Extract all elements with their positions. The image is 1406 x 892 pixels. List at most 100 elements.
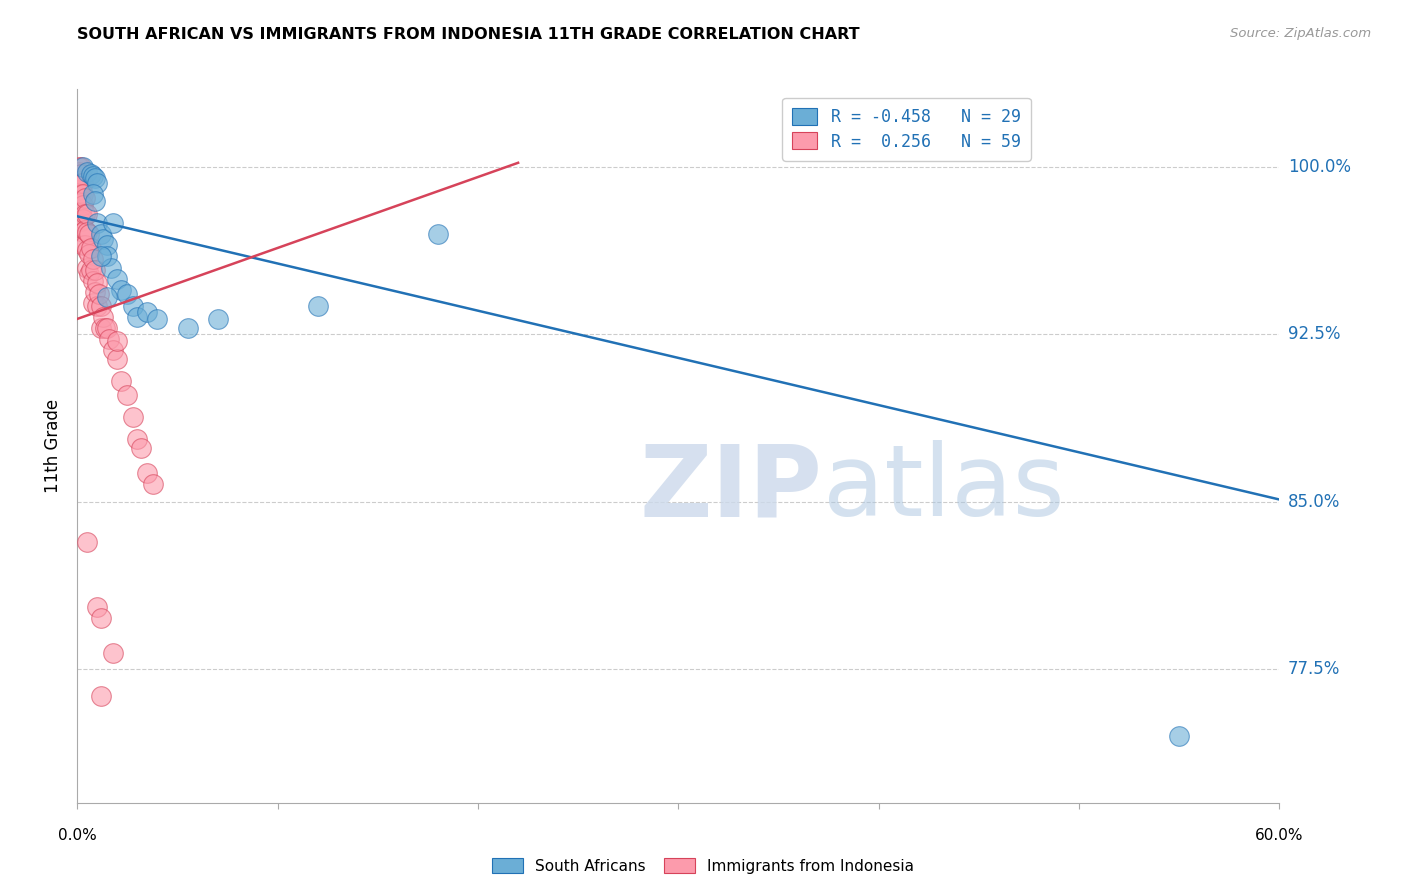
- Point: [79, 247, 101, 261]
- Text: 100.0%: 100.0%: [1288, 158, 1351, 177]
- Point: [76, 534, 98, 549]
- Point: [70, 186, 93, 201]
- Point: [90, 227, 112, 241]
- Point: [82, 252, 104, 266]
- Point: [90, 298, 112, 312]
- Point: [427, 227, 450, 241]
- Point: [75, 222, 97, 236]
- Text: 85.0%: 85.0%: [1288, 492, 1340, 511]
- Point: [107, 351, 129, 366]
- Point: [100, 260, 122, 275]
- Point: [70, 167, 93, 181]
- Text: 60.0%: 60.0%: [1256, 828, 1303, 843]
- Point: [75, 238, 97, 252]
- Point: [72, 238, 94, 252]
- Point: [76, 260, 98, 275]
- Point: [70, 204, 93, 219]
- Point: [72, 211, 94, 226]
- Point: [80, 167, 103, 181]
- Point: [176, 320, 198, 334]
- Point: [103, 216, 125, 230]
- Point: [86, 276, 108, 290]
- Point: [75, 191, 97, 205]
- Point: [86, 176, 108, 190]
- Point: [107, 334, 129, 348]
- Point: [90, 610, 112, 624]
- Point: [103, 646, 125, 660]
- Point: [76, 207, 98, 221]
- Text: 0.0%: 0.0%: [58, 828, 97, 843]
- Point: [84, 171, 107, 186]
- Point: [96, 238, 118, 252]
- Point: [96, 320, 118, 334]
- Point: [86, 216, 108, 230]
- Point: [1168, 729, 1191, 743]
- Point: [79, 267, 101, 281]
- Point: [98, 332, 121, 346]
- Point: [70, 176, 93, 190]
- Point: [110, 374, 132, 388]
- Point: [90, 689, 112, 703]
- Point: [86, 599, 108, 614]
- Point: [70, 160, 93, 174]
- Point: [307, 298, 329, 312]
- Point: [72, 176, 94, 190]
- Point: [70, 213, 93, 227]
- Point: [82, 169, 104, 183]
- Point: [72, 186, 94, 201]
- Point: [136, 305, 159, 319]
- Point: [127, 310, 149, 324]
- Point: [76, 164, 98, 178]
- Point: [72, 160, 94, 174]
- Point: [93, 310, 115, 324]
- Point: [103, 343, 125, 357]
- Point: [82, 296, 104, 310]
- Text: Source: ZipAtlas.com: Source: ZipAtlas.com: [1230, 27, 1371, 40]
- Point: [67, 173, 90, 187]
- Point: [122, 409, 145, 424]
- Point: [89, 287, 111, 301]
- Point: [84, 262, 107, 277]
- Point: [67, 160, 90, 174]
- Point: [93, 231, 115, 245]
- Point: [96, 249, 118, 263]
- Point: [122, 298, 145, 312]
- Point: [94, 320, 117, 334]
- Point: [70, 195, 93, 210]
- Point: [90, 249, 112, 263]
- Point: [76, 225, 98, 239]
- Point: [117, 387, 139, 401]
- Point: [79, 227, 101, 241]
- Point: [84, 194, 107, 208]
- Point: [90, 320, 112, 334]
- Point: [110, 283, 132, 297]
- Point: [86, 298, 108, 312]
- Legend: R = -0.458   N = 29, R =  0.256   N = 59: R = -0.458 N = 29, R = 0.256 N = 59: [782, 97, 1031, 161]
- Text: 92.5%: 92.5%: [1288, 326, 1340, 343]
- Point: [127, 432, 149, 446]
- Y-axis label: 11th Grade: 11th Grade: [44, 399, 62, 493]
- Point: [207, 311, 229, 326]
- Text: ZIP: ZIP: [640, 441, 823, 537]
- Point: [136, 466, 159, 480]
- Point: [82, 186, 104, 201]
- Point: [72, 198, 94, 212]
- Text: atlas: atlas: [823, 441, 1064, 537]
- Point: [82, 274, 104, 288]
- Point: [96, 289, 118, 303]
- Point: [84, 285, 107, 299]
- Point: [142, 476, 165, 491]
- Legend: South Africans, Immigrants from Indonesia: South Africans, Immigrants from Indonesi…: [486, 852, 920, 880]
- Point: [75, 207, 97, 221]
- Point: [131, 441, 153, 455]
- Text: 77.5%: 77.5%: [1288, 660, 1340, 678]
- Point: [76, 243, 98, 257]
- Point: [72, 225, 94, 239]
- Point: [107, 271, 129, 285]
- Point: [80, 240, 103, 254]
- Point: [67, 182, 90, 196]
- Text: SOUTH AFRICAN VS IMMIGRANTS FROM INDONESIA 11TH GRADE CORRELATION CHART: SOUTH AFRICAN VS IMMIGRANTS FROM INDONES…: [77, 27, 860, 42]
- Point: [117, 287, 139, 301]
- Point: [67, 164, 90, 178]
- Point: [80, 262, 103, 277]
